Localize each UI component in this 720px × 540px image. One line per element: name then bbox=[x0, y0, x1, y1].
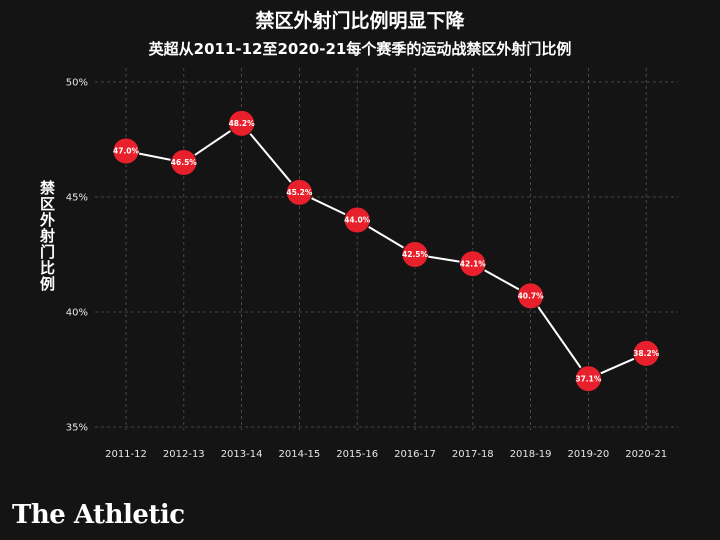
data-point bbox=[517, 282, 545, 310]
x-tick-label: 2020-21 bbox=[625, 449, 667, 460]
y-tick-label: 35% bbox=[66, 423, 88, 434]
y-tick-label: 50% bbox=[66, 78, 88, 89]
y-tick-label: 40% bbox=[66, 308, 88, 319]
data-label: 47.0% bbox=[113, 147, 140, 156]
data-label: 37.1% bbox=[575, 374, 602, 383]
series-line bbox=[125, 122, 647, 380]
data-label: 48.2% bbox=[229, 119, 256, 128]
data-label: 42.5% bbox=[402, 250, 429, 259]
data-label: 38.2% bbox=[633, 349, 660, 358]
data-label: 45.2% bbox=[286, 188, 313, 197]
data-point bbox=[170, 149, 198, 176]
data-label: 44.0% bbox=[344, 216, 371, 225]
data-point bbox=[574, 365, 602, 393]
x-tick-label: 2015-16 bbox=[336, 449, 378, 460]
data-point bbox=[343, 206, 371, 234]
x-tick-label: 2016-17 bbox=[394, 449, 436, 460]
x-tick-label: 2018-19 bbox=[510, 449, 552, 460]
data-point bbox=[459, 250, 487, 278]
data-point bbox=[228, 109, 256, 137]
data-label: 42.1% bbox=[460, 259, 487, 268]
data-label: 46.5% bbox=[171, 158, 198, 167]
y-tick-label: 45% bbox=[66, 193, 88, 204]
x-tick-label: 2019-20 bbox=[568, 449, 610, 460]
x-tick-label: 2011-12 bbox=[105, 449, 147, 460]
data-point bbox=[401, 241, 429, 268]
chart-subtitle: 英超从2011-12至2020-21每个赛季的运动战禁区外射门比例 bbox=[148, 40, 572, 58]
y-axis-label: 禁区外射门比例 bbox=[38, 180, 56, 292]
data-point bbox=[112, 137, 140, 165]
x-tick-label: 2014-15 bbox=[279, 449, 321, 460]
data-label: 40.7% bbox=[518, 292, 545, 301]
x-tick-label: 2012-13 bbox=[163, 449, 205, 460]
chart-title: 禁区外射门比例明显下降 bbox=[255, 10, 465, 32]
data-point bbox=[285, 178, 313, 206]
data-point bbox=[632, 339, 660, 367]
x-tick-label: 2017-18 bbox=[452, 449, 494, 460]
the-athletic-logo: The Athletic bbox=[12, 500, 185, 530]
x-tick-label: 2013-14 bbox=[221, 449, 263, 460]
